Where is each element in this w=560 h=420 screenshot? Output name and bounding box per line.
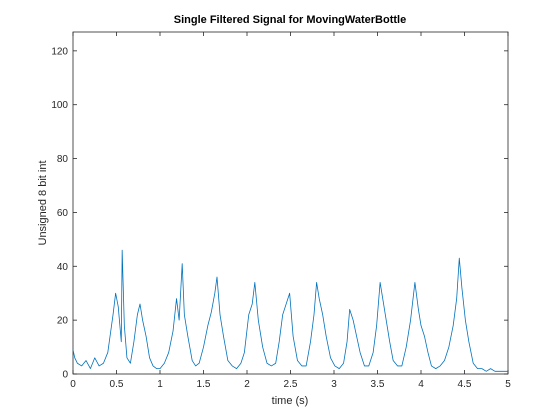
x-tick-label: 0.5 — [110, 379, 124, 390]
y-tick-label: 20 — [57, 316, 69, 327]
y-tick-label: 100 — [51, 100, 68, 111]
y-tick-label: 0 — [62, 370, 68, 381]
chart-title: Single Filtered Signal for MovingWaterBo… — [174, 14, 406, 26]
x-tick-label: 5 — [505, 379, 511, 390]
x-tick-label: 4 — [418, 379, 424, 390]
x-tick-label: 3 — [331, 379, 337, 390]
x-axis-label: time (s) — [272, 395, 309, 407]
x-tick-label: 2.5 — [284, 379, 298, 390]
x-tick-label: 2 — [244, 379, 250, 390]
x-tick-label: 1 — [157, 379, 163, 390]
x-tick-label: 3.5 — [371, 379, 385, 390]
x-tick-label: 4.5 — [458, 379, 472, 390]
signal-line — [72, 249, 508, 372]
axis-ticks: 0 0.5 1 1.5 2 2.5 3 3.5 4 4.5 5 0 20 40 60 80 100 120 — [51, 32, 511, 390]
x-tick-label: 0 — [70, 379, 76, 390]
y-tick-label: 40 — [57, 262, 69, 273]
y-tick-label: 120 — [51, 46, 68, 57]
x-tick-label: 1.5 — [197, 379, 211, 390]
y-tick-label: 60 — [57, 208, 69, 219]
y-tick-label: 80 — [57, 154, 69, 165]
plot-area — [72, 31, 509, 375]
y-axis-label: Unsigned 8 bit int — [37, 161, 49, 246]
